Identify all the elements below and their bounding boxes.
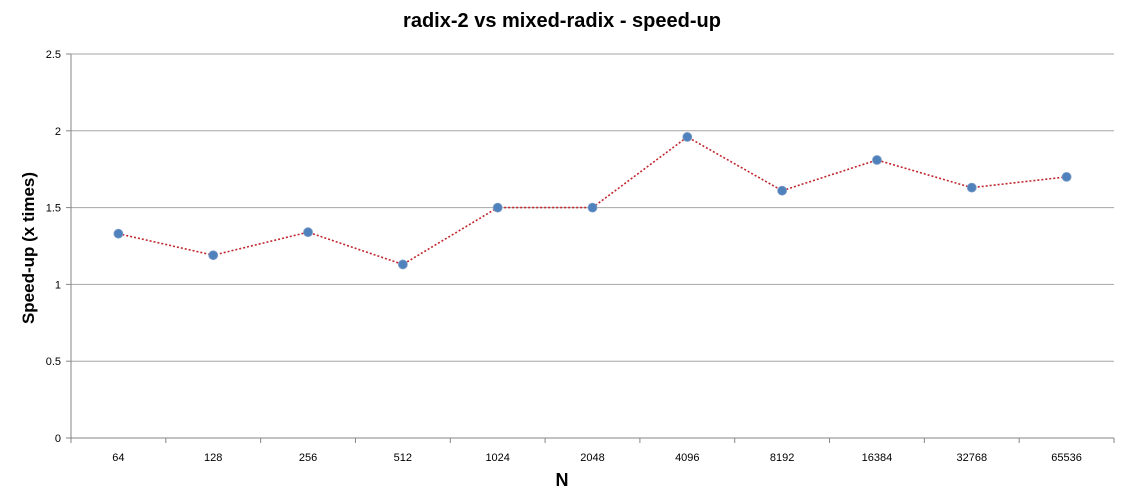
x-tick-label: 64	[112, 452, 124, 464]
x-tick-label: 128	[204, 452, 222, 464]
data-point	[872, 155, 882, 165]
data-point	[1061, 171, 1072, 182]
data-point	[587, 202, 598, 213]
data-point	[397, 259, 408, 270]
data-point	[966, 182, 977, 193]
x-tick-label: 8192	[770, 452, 794, 464]
series-line	[118, 135, 1067, 266]
y-tick-label: 1.5	[46, 203, 61, 215]
x-tick-label: 16384	[862, 452, 893, 464]
x-tick-label: 2048	[580, 452, 604, 464]
x-tick-label: 1024	[485, 452, 509, 464]
x-tick-label: 256	[299, 452, 317, 464]
x-tick-label: 32768	[956, 452, 987, 464]
y-tick-label: 2	[55, 126, 61, 138]
x-tick-label: 4096	[675, 452, 699, 464]
data-point	[682, 132, 693, 142]
data-point	[303, 227, 313, 238]
data-point	[777, 185, 788, 196]
chart-title: radix-2 vs mixed-radix - speed-up	[403, 10, 721, 32]
y-tick-label: 0	[55, 433, 61, 445]
x-tick-label: 65536	[1051, 452, 1082, 464]
data-point	[113, 228, 124, 239]
data-point	[492, 202, 503, 213]
x-tick-label: 512	[394, 452, 412, 464]
y-tick-label: 0.5	[46, 356, 61, 368]
y-tick-label: 2.5	[46, 49, 61, 61]
data-point	[208, 250, 219, 261]
x-axis-title: N	[555, 470, 569, 490]
y-tick-label: 1	[55, 279, 61, 291]
